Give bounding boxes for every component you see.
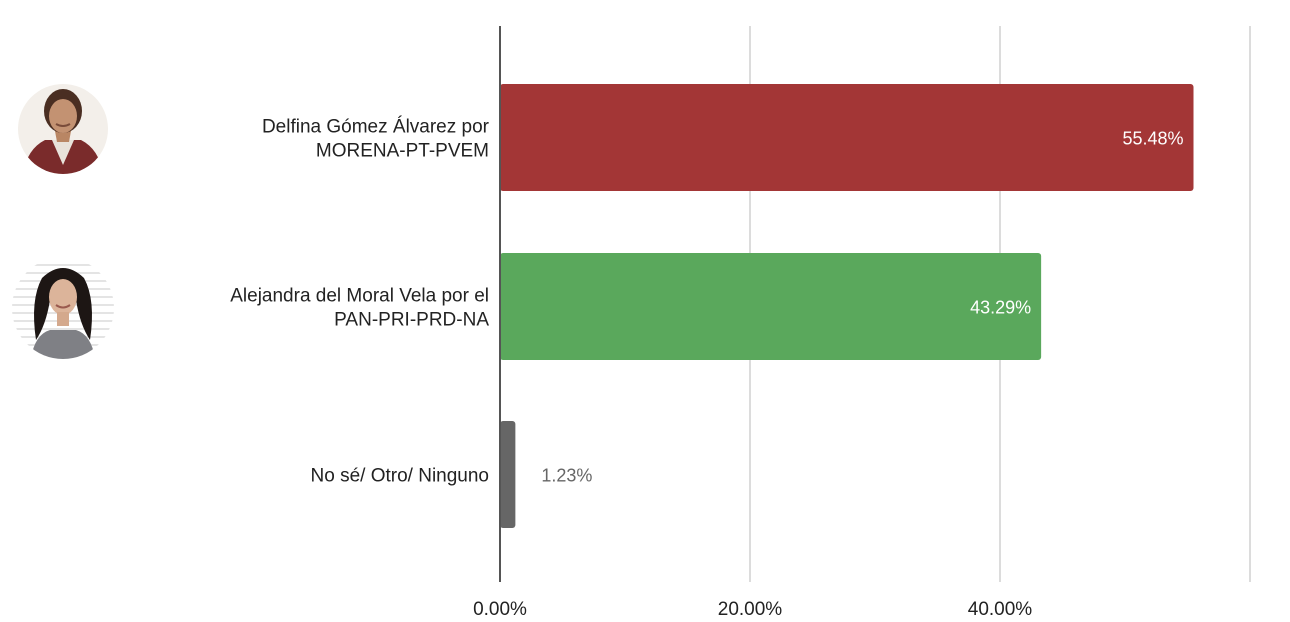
value-label: 1.23%: [541, 466, 592, 486]
candidate-photo-alejandra: [12, 257, 114, 359]
category-label: Delfina Gómez Álvarez por MORENA-PT-PVEM: [262, 117, 490, 162]
value-label: 43.29%: [970, 298, 1031, 318]
x-tick-label: 20.00%: [718, 599, 783, 620]
x-tick-label: 40.00%: [968, 599, 1033, 620]
value-label: 55.48%: [1122, 129, 1183, 149]
bars: [500, 84, 1194, 528]
candidate-photo-delfina: [18, 84, 108, 174]
x-axis-tick-labels: 0.00% 20.00% 40.00%: [473, 599, 1032, 620]
category-label: Alejandra del Moral Vela por el PAN-PRI-P…: [230, 286, 489, 331]
value-labels: 55.48% 43.29% 1.23%: [541, 129, 1183, 486]
category-label: No sé/ Otro/ Ninguno: [311, 466, 489, 487]
bar: [500, 253, 1042, 360]
x-tick-label: 0.00%: [473, 599, 527, 620]
category-labels: Delfina Gómez Álvarez por MORENA-PT-PVEM A…: [230, 117, 489, 487]
bar: [500, 421, 516, 528]
bar: [500, 84, 1194, 191]
